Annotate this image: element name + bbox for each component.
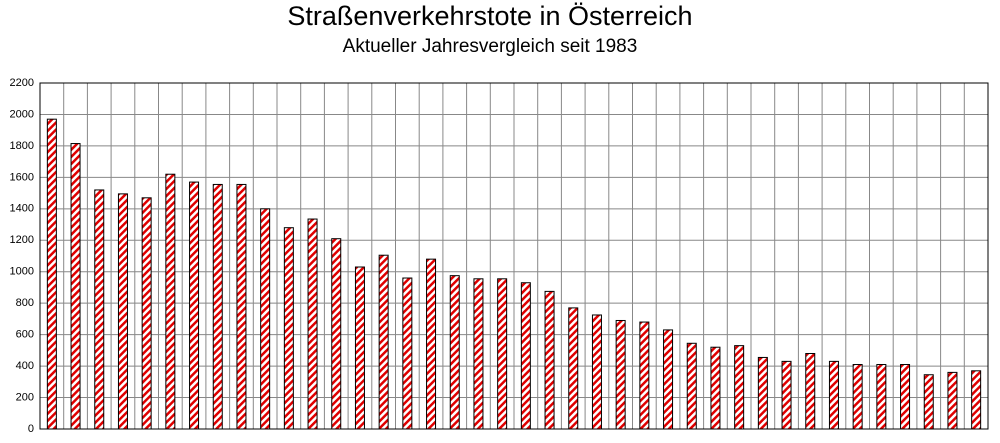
- bar: [686, 342, 697, 430]
- y-tick-label: 2200: [10, 77, 34, 89]
- bar: [473, 278, 484, 430]
- bar: [568, 307, 579, 430]
- y-tick-label: 400: [16, 360, 34, 372]
- bar: [544, 290, 555, 430]
- bar: [70, 143, 81, 430]
- bar: [117, 193, 128, 430]
- y-tick-label: 2000: [10, 108, 34, 120]
- y-tick-label: 200: [16, 391, 34, 403]
- bar: [307, 218, 318, 430]
- bar: [402, 277, 413, 430]
- bar: [283, 227, 294, 430]
- bar: [900, 364, 911, 430]
- y-tick-label: 1000: [10, 266, 34, 278]
- bar: [426, 258, 437, 430]
- bar: [876, 364, 887, 430]
- y-tick-label: 1200: [10, 234, 34, 246]
- bar: [805, 353, 816, 430]
- bar: [828, 360, 839, 430]
- bar: [236, 183, 247, 430]
- bar: [710, 346, 721, 430]
- y-tick-label: 1600: [10, 171, 34, 183]
- plot-frame: [39, 82, 989, 430]
- bar: [189, 181, 200, 430]
- bar: [354, 266, 365, 430]
- bar: [852, 364, 863, 430]
- y-tick-label: 1800: [10, 140, 34, 152]
- y-tick-label: 600: [16, 329, 34, 341]
- bar: [94, 189, 105, 430]
- chart-subtitle: Aktueller Jahresvergleich seit 1983: [343, 36, 638, 57]
- bar: [378, 254, 389, 430]
- bar: [165, 173, 176, 430]
- bar: [331, 238, 342, 430]
- bar: [449, 275, 460, 430]
- bar: [734, 345, 745, 430]
- bar: [615, 319, 626, 430]
- bar: [971, 370, 982, 430]
- bar: [520, 282, 531, 430]
- bar: [212, 183, 223, 430]
- y-tick-label: 1400: [10, 203, 34, 215]
- bar: [663, 329, 674, 430]
- bar: [260, 208, 271, 430]
- bar: [781, 360, 792, 430]
- bar: [591, 314, 602, 430]
- bar: [757, 356, 768, 430]
- bar: [923, 374, 934, 430]
- y-tick-label: 800: [16, 297, 34, 309]
- y-tick-label: 0: [28, 423, 34, 435]
- bar: [141, 197, 152, 430]
- chart-title: Straßenverkehrstote in Österreich: [287, 1, 692, 31]
- bar: [46, 118, 57, 430]
- bar: [497, 278, 508, 430]
- bar: [639, 321, 650, 430]
- bar: [947, 371, 958, 430]
